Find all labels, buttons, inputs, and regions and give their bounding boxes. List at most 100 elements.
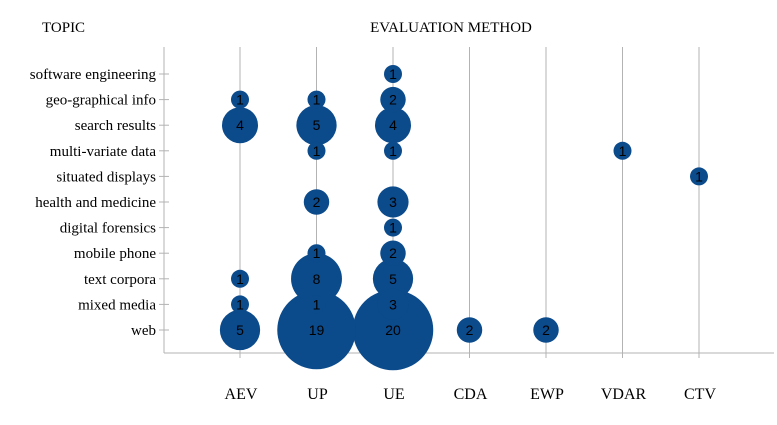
bubble-value-label: 2 [542, 322, 550, 338]
bubble-value-label: 8 [313, 271, 321, 287]
bubble-mark [375, 107, 411, 144]
axes [159, 47, 774, 358]
bubble-value-label: 5 [389, 271, 397, 287]
x-tick-labels: AEV UP UE CDA EWP VDAR CTV [225, 386, 717, 403]
bubble-mark [307, 244, 326, 263]
bubble-mark [352, 289, 434, 371]
bubble: 5 [219, 309, 261, 351]
bubble: 1 [613, 141, 632, 160]
bubble: 1 [231, 269, 249, 288]
x-tick-label: EWP [530, 386, 564, 403]
bubble: 1 [384, 141, 402, 160]
bubble-mark [296, 105, 337, 146]
bubble-value-label: 4 [236, 117, 244, 133]
y-tick-label: text corpora [84, 272, 156, 288]
bubble: 2 [303, 189, 330, 215]
x-tick-label: UE [383, 386, 404, 403]
x-tick-label: CTV [684, 386, 716, 403]
y-axis-title: TOPIC [42, 20, 85, 36]
bubble: 2 [380, 240, 406, 266]
bubble: 4 [222, 107, 258, 144]
bubble-mark [456, 317, 483, 343]
bubble-value-label: 1 [695, 168, 703, 184]
bubble-mark [533, 317, 559, 343]
bubble: 1 [307, 295, 326, 314]
bubble: 1 [307, 90, 326, 109]
bubble: 2 [456, 317, 483, 343]
y-tick-label: health and medicine [35, 195, 156, 211]
x-tick-label: VDAR [601, 386, 647, 403]
bubble-value-label: 1 [313, 143, 321, 159]
bubble-value-label: 1 [389, 66, 397, 82]
bubble-value-label: 1 [236, 92, 244, 108]
x-axis-title: EVALUATION METHOD [370, 20, 532, 36]
bubble-value-label: 2 [466, 322, 474, 338]
bubble-value-label: 1 [389, 143, 397, 159]
bubble-mark [303, 189, 330, 215]
bubble-mark [384, 141, 402, 160]
bubble-value-label: 19 [309, 322, 325, 338]
bubble-mark [277, 290, 356, 370]
y-tick-label: software engineering [30, 67, 157, 83]
bubble-mark [307, 141, 326, 160]
bubble-mark [690, 167, 708, 186]
bubble: 20 [352, 289, 434, 371]
y-tick-label: geo-graphical info [46, 93, 156, 109]
bubble-mark [291, 253, 342, 305]
y-tick-label: web [131, 323, 156, 339]
y-tick-label: mobile phone [74, 246, 156, 262]
bubble: 1 [231, 295, 249, 314]
bubble-value-label: 5 [313, 117, 321, 133]
bubble: 1 [231, 90, 249, 109]
bubble-mark [222, 107, 258, 144]
bubble: 1 [307, 141, 326, 160]
bubble-mark [377, 186, 409, 218]
bubble: 3 [377, 288, 409, 320]
y-tick-label: mixed media [78, 297, 156, 313]
bubble: 5 [372, 258, 414, 299]
bubble: 1 [690, 167, 708, 186]
bubble-mark [372, 258, 414, 299]
bubble-value-label: 1 [313, 296, 321, 312]
y-tick-label: search results [75, 118, 156, 134]
y-tick-label: multi-variate data [50, 144, 157, 160]
y-tick-labels: software engineering geo-graphical info se… [30, 67, 157, 339]
bubble-mark [380, 86, 406, 113]
x-tick-label: CDA [454, 386, 488, 403]
bubble-mark [384, 218, 402, 237]
bubble: 4 [375, 107, 411, 144]
bubble-value-label: 20 [385, 322, 401, 338]
bubble-mark [380, 240, 406, 266]
bubble-mark [219, 309, 261, 351]
bubble: 5 [296, 105, 337, 146]
bubble-mark [307, 90, 326, 109]
bubble-mark [231, 90, 249, 109]
bubble-value-label: 2 [389, 245, 397, 261]
bubble-mark [307, 295, 326, 314]
bubble: 2 [533, 317, 559, 343]
bubble-mark [231, 269, 249, 288]
y-tick-label: digital forensics [60, 221, 156, 237]
bubble: 2 [380, 86, 406, 113]
bubble-mark [384, 65, 402, 83]
bubble-value-label: 1 [236, 271, 244, 287]
bubble-value-label: 1 [236, 296, 244, 312]
bubble-value-label: 4 [389, 117, 397, 133]
bubble-mark [613, 141, 632, 160]
bubble-mark [377, 288, 409, 320]
bubble-value-label: 1 [313, 245, 321, 261]
bubble-value-label: 1 [389, 220, 397, 236]
bubbles: 20 19 8 5 5 5 4 4 3 3 2 2 2 2 2 1 1 1 1 1 1 1 1 1 1 1 1 [219, 65, 708, 371]
bubble-value-label: 2 [313, 194, 321, 210]
bubble-value-label: 2 [389, 92, 397, 108]
bubble-value-label: 1 [619, 143, 627, 159]
bubble-value-label: 3 [389, 194, 397, 210]
bubble: 19 [277, 290, 356, 370]
bubble-value-label: 1 [313, 92, 321, 108]
bubble: 1 [384, 218, 402, 237]
bubble-value-label: 3 [389, 296, 397, 312]
bubble: 1 [307, 244, 326, 263]
x-tick-label: AEV [225, 386, 258, 403]
